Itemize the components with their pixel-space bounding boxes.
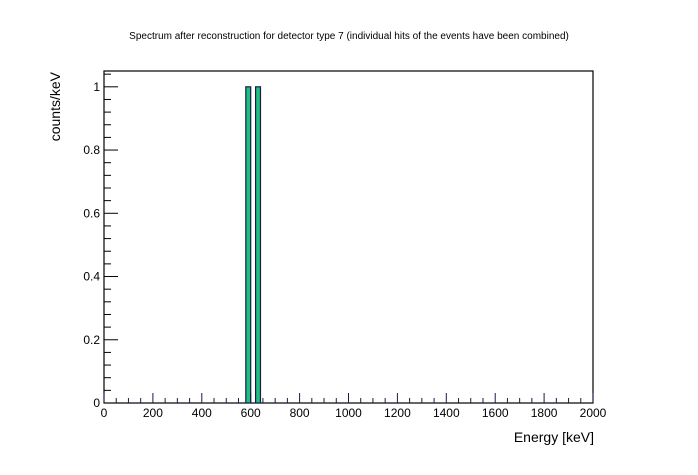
y-tick-label: 0.8	[83, 143, 100, 157]
x-tick-label: 200	[143, 406, 163, 420]
chart-title: Spectrum after reconstruction for detect…	[129, 31, 569, 42]
y-tick-label: 1	[93, 80, 100, 94]
ticks-layer	[103, 73, 594, 404]
x-tick-label: 1200	[384, 406, 411, 420]
x-tick-label: 600	[241, 406, 261, 420]
x-tick-labels: 0 200 400 600 800 1000 1200 1400 1600 1800 2000	[101, 406, 607, 420]
histogram-bar	[245, 86, 252, 404]
y-tick-label: 0.4	[83, 270, 100, 284]
x-tick-label: 0	[101, 406, 108, 420]
y-tick-label: 0.6	[83, 206, 100, 220]
bars-layer	[245, 86, 262, 404]
x-axis-label: Energy [keV]	[514, 429, 594, 445]
x-tick-label: 1000	[335, 406, 362, 420]
x-tick-label: 1400	[433, 406, 460, 420]
plot-frame	[103, 70, 594, 404]
y-tick-labels: 0 0.2 0.4 0.6 0.8 1	[83, 80, 100, 410]
y-axis-label: counts/keV	[47, 71, 63, 141]
histogram-bar	[254, 86, 262, 404]
x-tick-label: 1800	[531, 406, 558, 420]
y-tick-label: 0	[93, 396, 100, 410]
x-tick-label: 1600	[482, 406, 509, 420]
x-tick-label: 400	[192, 406, 212, 420]
x-tick-label: 2000	[580, 406, 607, 420]
x-tick-label: 800	[290, 406, 310, 420]
y-tick-label: 0.2	[83, 333, 100, 347]
